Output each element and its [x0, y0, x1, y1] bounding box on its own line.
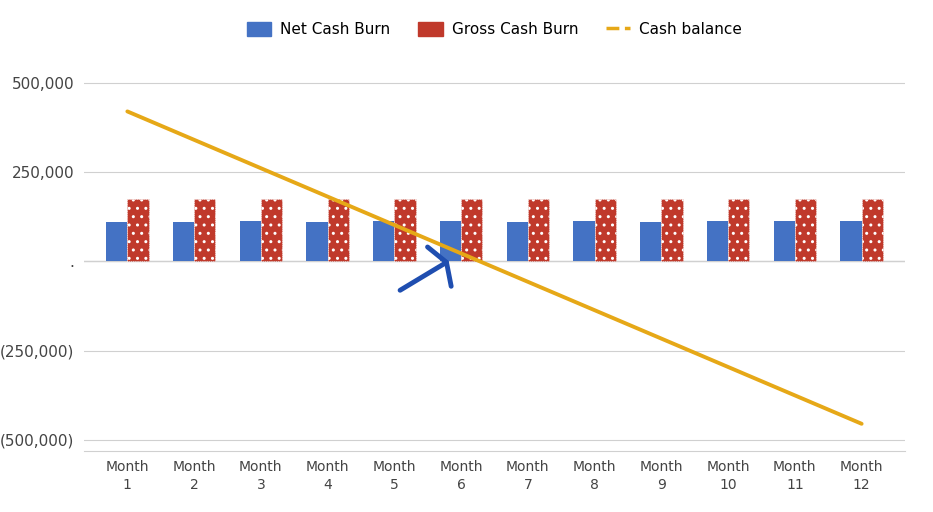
Bar — [240, 221, 261, 261]
Bar — [573, 221, 594, 261]
Bar — [461, 199, 482, 261]
Bar — [594, 199, 616, 261]
Bar — [861, 199, 883, 261]
Bar — [106, 222, 128, 261]
Bar — [661, 199, 683, 261]
Bar — [507, 222, 528, 261]
Bar — [439, 221, 461, 261]
Bar — [795, 199, 816, 261]
Bar — [327, 199, 349, 261]
Bar — [773, 221, 795, 261]
Bar — [373, 221, 395, 261]
Bar — [306, 222, 327, 261]
Bar — [841, 221, 861, 261]
Bar — [640, 222, 661, 261]
Bar — [395, 199, 416, 261]
Bar — [728, 199, 749, 261]
Bar — [128, 199, 148, 261]
Bar — [707, 221, 728, 261]
Bar — [194, 199, 216, 261]
Legend: Net Cash Burn, Gross Cash Burn, Cash balance: Net Cash Burn, Gross Cash Burn, Cash bal… — [239, 15, 750, 45]
Bar — [173, 222, 194, 261]
Bar — [528, 199, 550, 261]
Bar — [261, 199, 282, 261]
